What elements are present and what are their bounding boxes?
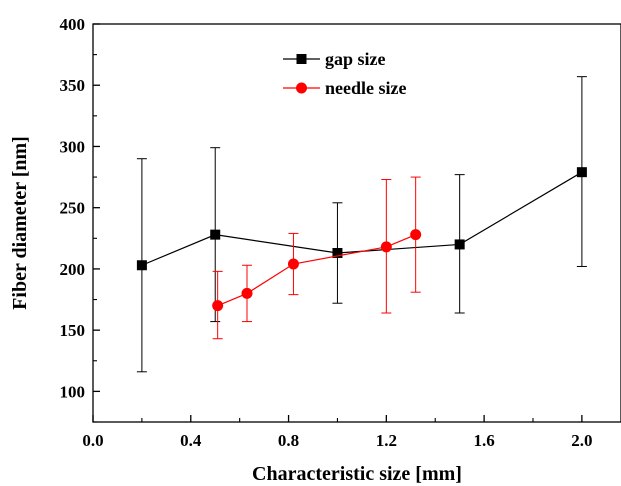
- plot-area: [136, 76, 587, 373]
- legend-marker: [296, 54, 307, 64]
- y-tick-label: 200: [60, 260, 86, 279]
- legend: gap size needle size: [283, 49, 406, 98]
- y-tick-label: 250: [60, 199, 86, 218]
- data-point: [241, 287, 253, 299]
- legend-item: gap size: [283, 49, 386, 69]
- x-tick-label: 1.2: [376, 431, 397, 450]
- y-axis: 100 150 200 250 300 350 400: [60, 15, 100, 423]
- data-point: [136, 260, 147, 271]
- x-tick-label: 0.4: [180, 431, 202, 450]
- y-tick-label: 100: [60, 382, 86, 401]
- legend-label: needle size: [325, 78, 406, 98]
- data-point: [332, 248, 343, 259]
- y-tick-label: 150: [60, 321, 86, 340]
- data-point: [210, 229, 221, 240]
- y-tick-label: 350: [60, 76, 86, 95]
- data-point: [454, 239, 465, 250]
- x-tick-label: 0.8: [278, 431, 299, 450]
- series-gap-size: [136, 76, 587, 373]
- x-tick-label: 1.6: [473, 431, 494, 450]
- x-axis: 0.0 0.4 0.8 1.2 1.6 2.0: [82, 415, 593, 450]
- series-needle-size: [212, 176, 422, 340]
- data-point: [410, 229, 422, 241]
- x-axis-title: Characteristic size [mm]: [252, 463, 462, 485]
- data-point: [576, 167, 587, 178]
- x-tick-label: 2.0: [571, 431, 592, 450]
- legend-item: needle size: [283, 78, 406, 98]
- y-tick-label: 300: [60, 137, 86, 156]
- data-point: [287, 258, 299, 270]
- data-point: [212, 300, 224, 312]
- plot-frame: [92, 23, 621, 423]
- legend-marker: [296, 82, 307, 94]
- x-tick-label: 0.0: [82, 431, 103, 450]
- data-point: [380, 241, 392, 253]
- y-axis-title: Fiber diameter [nm]: [9, 136, 31, 310]
- y-tick-label: 400: [60, 15, 86, 34]
- legend-label: gap size: [325, 49, 386, 69]
